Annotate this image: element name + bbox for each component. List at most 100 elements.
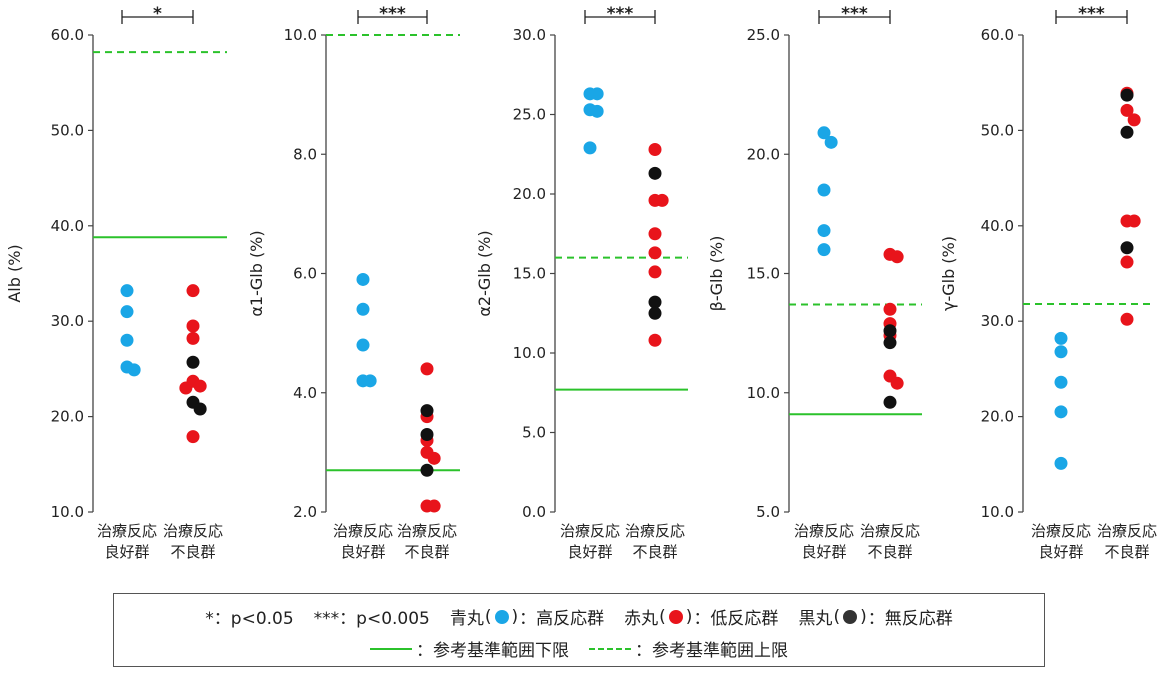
red-point — [179, 381, 193, 395]
y-axis-label: α2-Glb (%) — [475, 230, 494, 316]
red-point — [420, 362, 434, 376]
category-label: 不良群 — [404, 543, 449, 561]
legend-red-desc: ：低反応群 — [693, 609, 779, 629]
category-label: 不良群 — [170, 543, 215, 561]
black-point — [186, 355, 200, 369]
category-label: 治療反応 — [397, 522, 457, 540]
red-point — [186, 430, 200, 444]
sig-label: *** — [1078, 4, 1105, 24]
y-tick-label: 6.0 — [293, 265, 317, 283]
y-tick-label: 10.0 — [51, 503, 84, 521]
legend-upper-label: ：参考基準範囲上限 — [635, 641, 788, 661]
legend-red-label: 赤丸 — [624, 609, 659, 629]
chart-panel-4: 5.010.015.020.025.0β-Glb (%)***治療反応良好群治療… — [707, 4, 922, 561]
blue-point — [1054, 405, 1068, 419]
solid-line-icon — [370, 647, 412, 650]
category-label: 治療反応 — [163, 522, 223, 540]
black-point — [883, 336, 897, 350]
red-dot-icon — [668, 609, 683, 624]
category-label: 治療反応 — [560, 522, 620, 540]
category-label: 治療反応 — [97, 522, 157, 540]
category-label: 治療反応 — [860, 522, 920, 540]
red-point — [883, 302, 897, 316]
red-point — [655, 193, 669, 207]
legend-red: 赤丸() ：低反応群 — [624, 604, 779, 630]
black-point — [648, 306, 662, 320]
blue-point — [120, 305, 134, 319]
blue-point — [363, 374, 377, 388]
dashed-line-icon — [589, 647, 631, 650]
y-tick-label: 60.0 — [51, 26, 84, 44]
red-point — [648, 246, 662, 260]
red-point — [193, 379, 207, 393]
y-axis-label: β-Glb (%) — [707, 236, 726, 312]
legend-blue-label: 青丸 — [449, 609, 484, 629]
category-label: 治療反応 — [333, 522, 393, 540]
legend-row-2: ：参考基準範囲下限 ：参考基準範囲上限 — [114, 636, 1044, 661]
red-point — [648, 227, 662, 241]
blue-point — [127, 363, 141, 377]
sig-label: *** — [607, 4, 634, 24]
blue-point — [356, 272, 370, 286]
legend-row-1: *：p<0.05 ***：p<0.005 青丸() ：高反応群 赤丸() ：低反応群… — [114, 604, 1044, 630]
blue-point — [590, 104, 604, 118]
y-tick-label: 30.0 — [981, 312, 1014, 330]
black-point — [420, 404, 434, 418]
red-point — [1120, 255, 1134, 269]
category-label: 良好群 — [340, 543, 385, 561]
red-point — [1127, 113, 1141, 127]
red-point — [427, 499, 441, 513]
black-dot-icon — [843, 609, 858, 624]
legend-lower-ref: ：参考基準範囲下限 — [370, 636, 569, 661]
black-point — [648, 295, 662, 309]
y-tick-label: 50.0 — [51, 121, 84, 139]
category-label: 治療反応 — [625, 522, 685, 540]
legend-upper-ref: ：参考基準範囲上限 — [589, 636, 788, 661]
y-tick-label: 30.0 — [513, 26, 546, 44]
y-tick-label: 5.0 — [522, 424, 546, 442]
blue-point — [120, 284, 134, 298]
red-point — [427, 451, 441, 465]
legend-blue-desc: ：高反応群 — [519, 609, 605, 629]
blue-point — [824, 135, 838, 149]
blue-point — [120, 333, 134, 347]
blue-point — [817, 224, 831, 238]
legend-blue: 青丸() ：高反応群 — [449, 604, 605, 630]
chart-panel-5: 10.0 20.0 30.0 40.0 50.0 60.0 γ-Glb (%) *** 治療反応… — [939, 4, 1157, 561]
legend-open-paren: ( — [833, 606, 841, 627]
sig-label: * — [153, 4, 162, 24]
red-point — [1120, 312, 1134, 326]
red-point — [1120, 103, 1134, 117]
y-tick-label: 20.0 — [51, 408, 84, 426]
category-label: 治療反応 — [1031, 522, 1091, 540]
black-point — [1120, 241, 1134, 255]
blue-point — [1054, 331, 1068, 345]
y-tick-label: 20.0 — [513, 185, 546, 203]
black-point — [420, 463, 434, 477]
category-label: 不良群 — [867, 543, 912, 561]
blue-point — [817, 243, 831, 257]
sig-label: *** — [379, 4, 406, 24]
y-tick-label: 10.0 — [284, 26, 317, 44]
y-tick-label: 50.0 — [981, 121, 1014, 139]
black-point — [1120, 125, 1134, 139]
blue-point — [1054, 375, 1068, 389]
legend-close-paren: ) — [685, 606, 693, 627]
y-tick-label: 60.0 — [981, 26, 1014, 44]
black-point — [420, 427, 434, 441]
legend-black-desc: ：無反応群 — [867, 609, 953, 629]
red-point — [1127, 214, 1141, 228]
legend-lower-label: ：参考基準範囲下限 — [416, 641, 569, 661]
y-tick-label: 20.0 — [981, 408, 1014, 426]
category-label: 不良群 — [1104, 543, 1149, 561]
blue-point — [1054, 456, 1068, 470]
red-point — [186, 319, 200, 333]
y-tick-label: 40.0 — [981, 217, 1014, 235]
y-tick-label: 25.0 — [747, 26, 780, 44]
y-tick-label: 10.0 — [513, 344, 546, 362]
black-point — [883, 395, 897, 409]
category-label: 治療反応 — [794, 522, 854, 540]
y-tick-label: 2.0 — [293, 503, 317, 521]
chart-panel-2: 2.04.06.08.010.0α1-Glb (%)***治療反応良好群治療反応… — [247, 4, 460, 561]
